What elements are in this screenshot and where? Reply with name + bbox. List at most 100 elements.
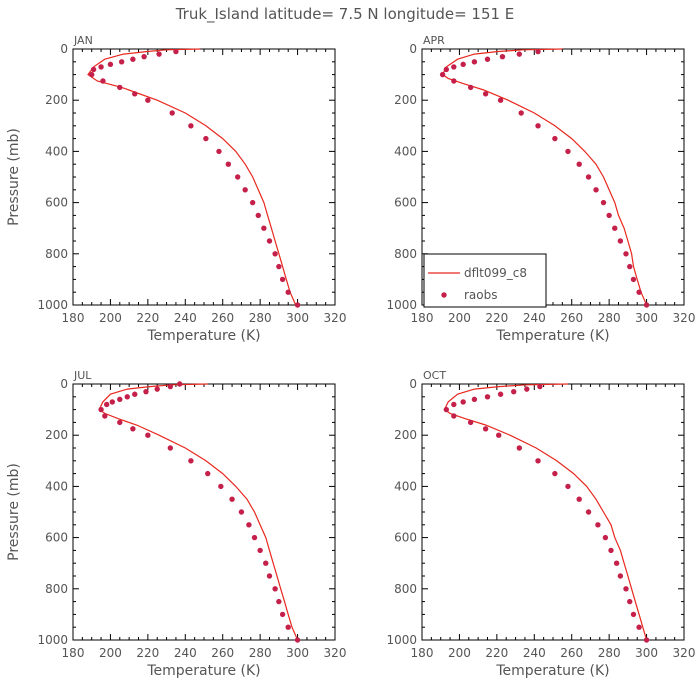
y-tick-label: 800: [394, 247, 417, 261]
raobs-point: [518, 110, 524, 116]
raobs-point: [145, 97, 151, 103]
raobs-point: [552, 135, 558, 142]
x-tick-label: 180: [411, 646, 434, 660]
x-tick-label: 240: [523, 646, 546, 660]
raobs-point: [627, 263, 633, 270]
y-tick-label: 0: [409, 42, 417, 56]
raobs-point: [565, 148, 571, 155]
raobs-point: [613, 560, 620, 566]
raobs-point: [98, 406, 104, 413]
y-tick-label: 1000: [386, 633, 417, 647]
raobs-point: [576, 161, 582, 167]
raobs-point: [451, 78, 457, 84]
raobs-point: [98, 64, 104, 70]
raobs-point: [516, 51, 523, 57]
x-tick-label: 260: [560, 646, 583, 660]
x-tick-label: 200: [99, 311, 122, 325]
x-tick-label: 220: [136, 646, 159, 660]
raobs-point: [627, 598, 633, 605]
raobs-point: [623, 251, 629, 257]
y-tick-label: 1000: [37, 298, 68, 312]
raobs-point: [535, 48, 541, 55]
raobs-point: [124, 394, 130, 400]
raobs-point: [188, 458, 194, 464]
raobs-point: [132, 391, 138, 397]
raobs-point: [535, 123, 541, 129]
raobs-point: [272, 251, 278, 257]
raobs-point: [109, 399, 116, 405]
raobs-point: [266, 238, 273, 244]
x-axis-label: Temperature (K): [146, 663, 260, 679]
raobs-point: [107, 61, 114, 68]
panels: 180 200 220 240 260 280 300 320 0 200 400 600 800 100…: [6, 34, 695, 679]
raobs-point: [188, 123, 194, 129]
raobs-point: [460, 61, 466, 68]
raobs-point: [205, 470, 211, 477]
panel-label: JUL: [73, 369, 92, 382]
raobs-point: [585, 174, 592, 180]
figure-title: Truk_Island latitude= 7.5 N longitude= 1…: [175, 5, 515, 24]
raobs-point: [100, 78, 106, 84]
x-tick-label: 300: [286, 311, 309, 325]
y-tick-label: 800: [45, 582, 68, 596]
raobs-point: [141, 53, 147, 60]
legend-label-obs: raobs: [464, 288, 498, 302]
y-tick-label: 0: [60, 377, 68, 391]
raobs-point: [225, 161, 232, 167]
raobs-point: [595, 522, 601, 528]
y-tick-label: 1000: [37, 633, 68, 647]
x-tick-label: 280: [249, 311, 272, 325]
raobs-point: [132, 91, 138, 97]
raobs-point: [617, 238, 624, 244]
x-tick-label: 320: [673, 311, 696, 325]
raobs-point: [285, 624, 291, 630]
x-tick-label: 200: [448, 646, 471, 660]
raobs-point: [145, 432, 151, 438]
raobs-point: [497, 97, 504, 103]
panel-label: OCT: [423, 369, 446, 382]
panel-jul: 180 200 220 240 260 280 300 320 0 200 400 600 800 100…: [6, 369, 346, 679]
legend-marker-swatch: [441, 292, 447, 298]
y-tick-label: 600: [394, 196, 417, 210]
x-tick-label: 220: [485, 646, 508, 660]
x-tick-label: 300: [635, 646, 658, 660]
y-tick-label: 600: [394, 531, 417, 545]
raobs-point: [130, 426, 136, 432]
raobs-point: [524, 386, 530, 392]
y-tick-label: 800: [394, 582, 417, 596]
y-tick-label: 400: [45, 144, 68, 158]
raobs-point: [89, 71, 95, 78]
raobs-point: [272, 586, 278, 592]
legend-box: [423, 253, 547, 308]
raobs-point: [643, 637, 650, 643]
raobs-point: [623, 586, 629, 592]
y-tick-label: 800: [45, 247, 68, 261]
raobs-point: [496, 432, 502, 438]
raobs-point: [234, 174, 241, 180]
x-tick-label: 300: [286, 646, 309, 660]
x-tick-label: 220: [136, 311, 159, 325]
raobs-point: [499, 53, 506, 60]
raobs-point: [117, 419, 123, 426]
raobs-point: [257, 547, 263, 554]
x-tick-label: 260: [211, 646, 234, 660]
raobs-point: [154, 386, 160, 392]
y-tick-label: 400: [394, 144, 417, 158]
raobs-point: [612, 225, 618, 231]
x-tick-label: 180: [62, 311, 85, 325]
raobs-point: [263, 560, 269, 566]
raobs-point: [511, 388, 517, 395]
raobs-point: [439, 71, 446, 78]
model-profile-line: [87, 48, 297, 306]
raobs-point: [497, 391, 504, 397]
raobs-point: [130, 56, 136, 62]
raobs-point: [630, 611, 637, 618]
legend-label-model: dflt099_c8: [464, 266, 527, 280]
panel-oct: 180 200 220 240 260 280 300 320 0 200 400 600 800 100…: [386, 369, 695, 679]
raobs-point: [467, 419, 474, 426]
raobs-point: [471, 59, 478, 65]
model-profile-line: [441, 48, 648, 306]
model-profile-line: [98, 383, 299, 641]
raobs-point: [482, 91, 489, 97]
raobs-point: [117, 84, 123, 91]
